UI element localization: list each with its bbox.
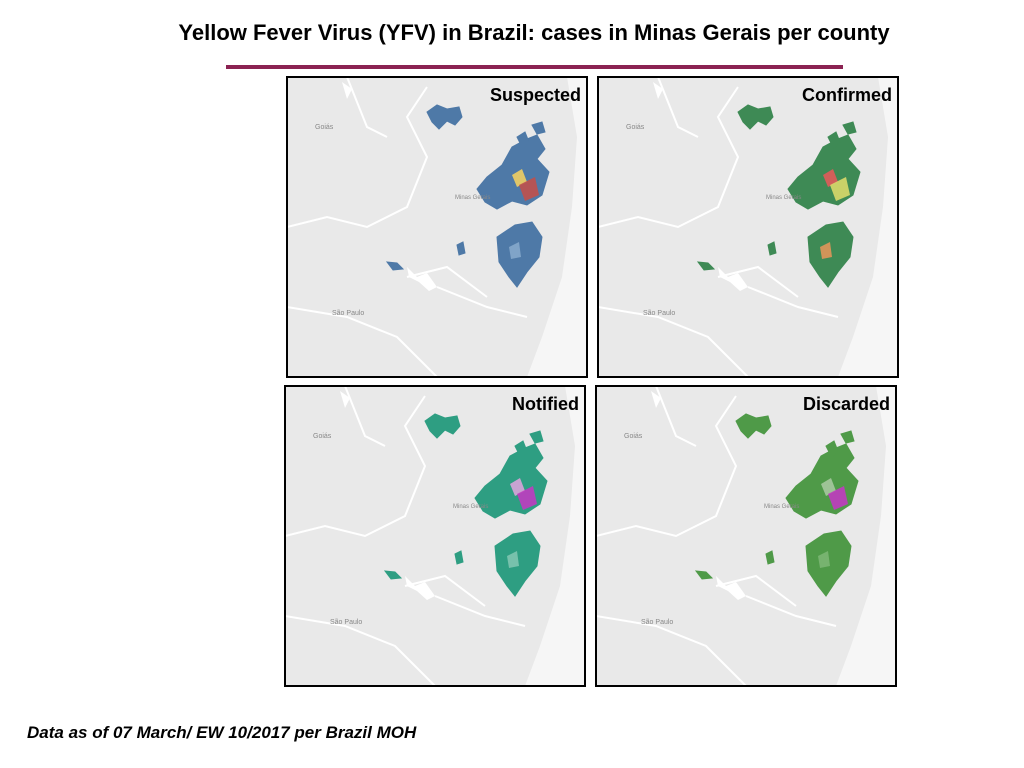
state-border (596, 386, 837, 686)
place-label: São Paulo (330, 619, 362, 626)
panel-frame (286, 76, 588, 378)
place-label: Minas Gerais (455, 195, 490, 201)
county-highlight (823, 169, 838, 187)
panel-frame (597, 76, 899, 378)
county-region (735, 413, 772, 439)
map-body: Goiás Minas Gerais São Paulo (598, 77, 898, 377)
place-label: São Paulo (332, 310, 364, 317)
county-highlight (519, 177, 539, 201)
county-region (842, 121, 857, 135)
county-highlight (820, 242, 832, 259)
place-label: São Paulo (641, 619, 673, 626)
county-highlight (828, 486, 848, 510)
place-label: Goiás (626, 124, 645, 131)
map-panel: Goiás Minas Gerais São Paulo Suspected (286, 76, 588, 378)
panel-label: Suspected (490, 85, 581, 105)
ocean (836, 386, 896, 686)
state-border (287, 77, 528, 377)
map-panel: Goiás Minas Gerais São Paulo Confirmed (597, 76, 899, 378)
county-region (827, 131, 841, 150)
county-region (694, 570, 714, 580)
county-region (529, 430, 544, 444)
panel-label: Notified (512, 394, 579, 414)
county-region (765, 550, 775, 565)
panel-label: Confirmed (802, 85, 892, 105)
ocean (527, 77, 587, 377)
county-region (514, 440, 528, 459)
county-region (516, 131, 530, 150)
panel-frame (595, 385, 897, 687)
panel-frame (284, 385, 586, 687)
county-highlight (517, 486, 537, 510)
map-panel: Goiás Minas Gerais São Paulo Discarded (595, 385, 897, 687)
state-border (285, 386, 526, 686)
county-region (840, 430, 855, 444)
footnote: Data as of 07 March/ EW 10/2017 per Braz… (27, 723, 417, 742)
county-highlight (821, 478, 836, 496)
state-border (598, 77, 839, 377)
panel-label: Discarded (803, 394, 890, 414)
county-region (454, 550, 464, 565)
title-rule (226, 65, 843, 69)
county-highlight (509, 242, 521, 259)
county-region (456, 241, 466, 256)
county-region (696, 261, 716, 271)
county-highlight (507, 551, 519, 568)
county-highlight (818, 551, 830, 568)
county-region (426, 104, 463, 130)
county-highlight (510, 478, 525, 496)
county-highlight (830, 177, 850, 201)
map-body: Goiás Minas Gerais São Paulo (287, 77, 587, 377)
county-region (424, 413, 461, 439)
place-label: São Paulo (643, 310, 675, 317)
place-label: Minas Gerais (764, 504, 799, 510)
slide-title: Yellow Fever Virus (YFV) in Brazil: case… (178, 20, 890, 45)
map-body: Goiás Minas Gerais São Paulo (285, 386, 585, 686)
ocean (838, 77, 898, 377)
ocean (525, 386, 585, 686)
county-highlight (512, 169, 527, 187)
county-region (531, 121, 546, 135)
place-label: Minas Gerais (453, 504, 488, 510)
map-body: Goiás Minas Gerais São Paulo (596, 386, 896, 686)
map-panel: Goiás Minas Gerais São Paulo Notified (284, 385, 586, 687)
county-region (767, 241, 777, 256)
county-region (385, 261, 405, 271)
county-region (737, 104, 774, 130)
county-region (383, 570, 403, 580)
place-label: Goiás (624, 433, 643, 440)
place-label: Goiás (315, 124, 334, 131)
place-label: Minas Gerais (766, 195, 801, 201)
county-region (825, 440, 839, 459)
place-label: Goiás (313, 433, 332, 440)
